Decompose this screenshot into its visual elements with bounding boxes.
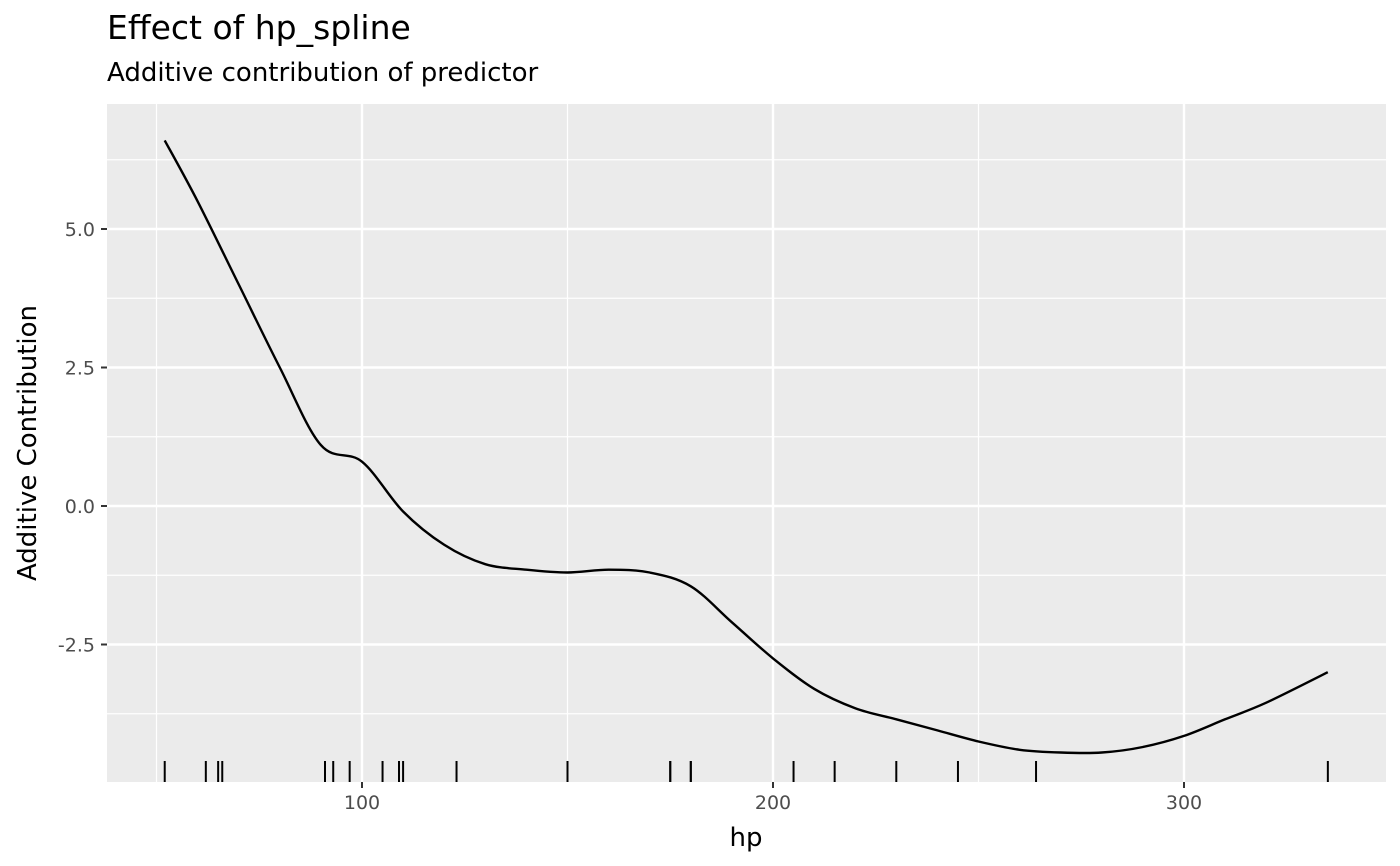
y-tick-label: 0.0	[65, 496, 95, 518]
effect-curve	[163, 139, 1329, 755]
y-tick-label: 5.0	[65, 219, 95, 241]
chart-title: Effect of hp_spline	[107, 8, 411, 47]
y-axis-ticks: 5.0 2.5 0.0 -2.5	[58, 219, 107, 657]
grid-minor	[107, 104, 1386, 782]
grid-major	[107, 104, 1386, 782]
rug-marks	[163, 761, 1329, 782]
x-axis-title: hp	[730, 823, 763, 853]
x-tick-label: 300	[1166, 792, 1202, 814]
y-tick-label: -2.5	[58, 635, 95, 657]
y-tick-label: 2.5	[65, 358, 95, 380]
plot-panel	[107, 104, 1386, 782]
x-tick-label: 200	[755, 792, 791, 814]
y-axis-title: Additive Contribution	[13, 305, 43, 581]
chart-subtitle: Additive contribution of predictor	[107, 58, 539, 88]
x-tick-label: 100	[344, 792, 380, 814]
x-axis-ticks: 100 200 300	[344, 782, 1202, 814]
